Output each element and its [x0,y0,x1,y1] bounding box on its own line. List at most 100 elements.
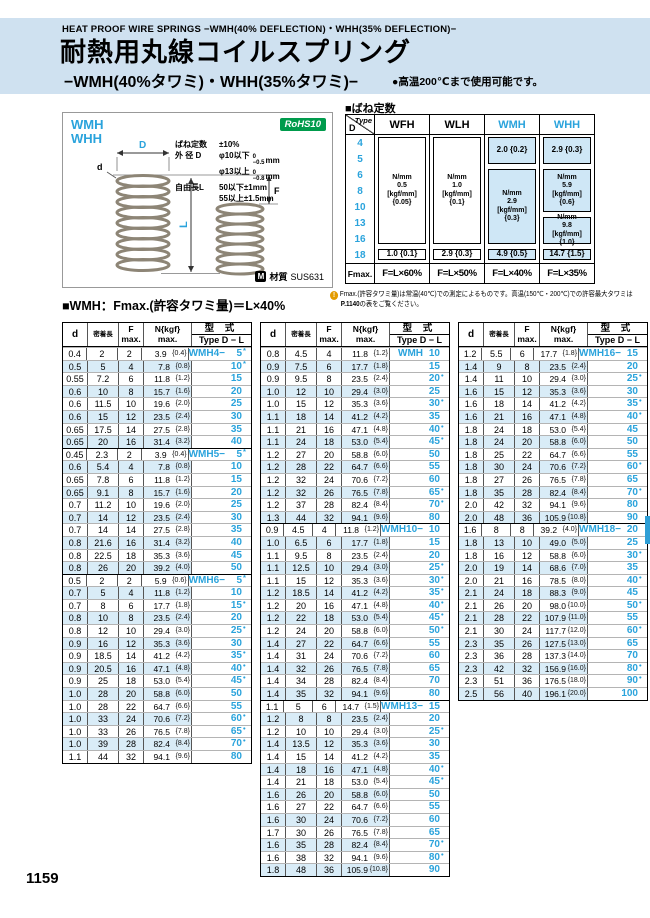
cell-solid-length: 20 [88,436,119,448]
col-header-fmax-line1: F [326,324,332,334]
part-number-length: 90 [626,675,638,687]
cell-solid-length: 27 [286,448,317,461]
cell-wire-diameter: 1.4 [261,763,286,776]
table-row: 0.7 14 12 23.5 {2.4} 30 [63,510,251,524]
cell-load: 53.0 {5.4} [342,436,390,448]
cell-wire-diameter: 1.4 [261,650,286,662]
part-number-mark: • [441,761,444,771]
cell-fmax: 36 [515,511,540,524]
cell-part-number: 35 [588,562,647,574]
sc-value-box: N/mm 0.5 [kgf/mm] {0.05} [378,137,426,244]
sc-col-panel-wmh: 2.0 {0.2} N/mm 2.9 [kgf/mm] {0.3} 4.9 {0.5} [484,135,539,263]
cell-fmax: 24 [317,473,342,486]
cell-load-kgf: {3.6} [373,740,388,748]
cell-load-kgf: {7.8} [571,475,586,483]
cell-fmax: 26 [515,637,540,650]
cell-load-newton: 107.9 [544,613,566,624]
cell-load: 3.9 {0.4} [142,448,189,461]
cell-wire-diameter: 1.4 [261,675,286,688]
cell-solid-length: 35 [286,839,317,851]
cell-solid-length: 12 [88,625,119,637]
part-number-length: 80 [230,751,242,762]
cell-load-kgf: {0.4} [172,350,187,357]
part-number-mark: • [639,408,642,418]
cell-part-number: 50 [390,788,449,801]
cell-part-number: 25 • [390,724,449,738]
cell-load-kgf: {1.5} [364,702,380,710]
cell-fmax: 18 [317,776,342,788]
cell-wire-diameter: 1.1 [261,574,286,587]
cell-load: 76.5 {7.8} [540,473,588,486]
table-row: 0.65 17.5 14 27.5 {2.8} 35 [63,421,251,436]
cell-load: 70.6 {7.2} [342,650,390,662]
part-number-prefix [192,638,225,650]
sc-d-value: 5 [357,153,363,165]
part-number-mark [242,421,251,433]
table-row: 1.6 27 22 64.7 {6.6} 55 [261,800,449,813]
cell-load: 137.3 {14.0} [540,650,588,662]
cell-solid-length: 15 [286,574,317,587]
cell-part-number: 50 • [390,623,449,637]
cell-solid-length: 8 [88,599,119,612]
cell-solid-length: 16 [484,549,515,562]
cell-part-number: 40 [192,536,251,549]
cell-load-newton: 23.5 [351,374,368,385]
part-number-prefix [192,499,225,511]
cell-load-newton: 64.7 [351,802,368,813]
part-number-mark [440,408,449,420]
fmax-note-line2: の表をご覧ください。 [359,301,423,308]
part-number-header-jp: 型 式 [390,323,449,335]
cell-fmax: 22 [515,448,540,461]
cell-fmax: 12 [119,410,144,423]
cell-load-kgf: {3.6} [373,576,388,584]
cell-part-number: 55 [390,461,449,473]
tolerance-upper: 0 [252,170,256,176]
col-header-load-line1: N{kgf} [352,324,379,334]
part-number-prefix [192,587,225,599]
sc-box-line: 14.7 {1.5} [549,249,585,259]
cell-load: 41.2 {4.2} [540,398,588,410]
cell-part-number: 20 [192,385,251,398]
material-label: 材質 [269,272,288,282]
table-row: 1.0 33 26 76.5 {7.8} 65 • [63,723,251,738]
cell-wire-diameter: 0.8 [63,536,88,549]
part-number-prefix [192,726,225,738]
cell-part-number: 20 [390,549,449,562]
table-row: 0.6 15 12 23.5 {2.4} 30 [63,409,251,423]
material-icon: M [255,271,267,282]
part-number-prefix: WMH10− [381,524,423,536]
sc-col-panel-whh: 2.9 {0.3} N/mm 5.9 [kgf/mm] {0.6} N/mm 9.8 [kgf… [539,135,594,263]
cell-fmax: 20 [317,788,342,801]
cell-wire-diameter: 1.1 [261,562,286,574]
part-number-mark: • [243,723,246,733]
part-number-length: 20 [626,360,638,372]
cell-fmax: 8 [515,360,540,373]
part-number-length: 80 [428,511,440,523]
cell-load-newton: 41.2 [153,651,170,662]
cell-fmax: 14 [119,524,144,536]
sc-box-line: [kgf/mm] [497,206,527,214]
cell-wire-diameter: 0.8 [63,549,88,562]
cell-solid-length: 9 [484,360,515,373]
sc-box-line: 9.8 [562,222,572,230]
cell-load: 82.4 {8.4} [342,839,390,851]
cell-load-kgf: {4.0} [562,526,578,534]
table-row: 1.4 31 24 70.6 {7.2} 60 [261,649,449,662]
cell-solid-length: 10 [88,385,119,398]
cell-load-kgf: {6.0} [571,551,586,559]
cell-load-kgf: {4.2} [175,652,190,660]
part-number-prefix [390,487,423,499]
table-row: 1.6 26 20 58.8 {6.0} 50 [261,787,449,801]
part-number-length: 40 [626,574,638,586]
cell-load-newton: 29.4 [351,386,368,397]
cell-fmax: 20 [119,688,144,700]
part-number-length: 40 [428,763,440,775]
cell-fmax: 26 [515,473,540,486]
part-number-length: 25 [626,536,638,548]
cell-load-newton: 70.6 [351,651,368,662]
cell-fmax: 14 [317,751,342,763]
header-eyebrow: HEAT PROOF WIRE SPRINGS −WMH(40% DEFLECT… [62,24,457,35]
cell-load: 98.0 {10.0} [540,599,588,612]
